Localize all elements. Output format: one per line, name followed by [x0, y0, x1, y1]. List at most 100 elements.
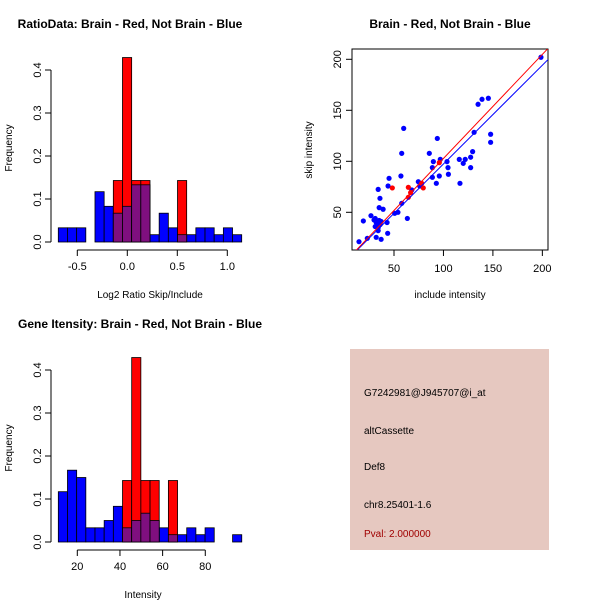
ratio-histogram-bar-not-brain: [167, 227, 178, 243]
ratio-histogram-x-tick-label: 1.0: [220, 261, 235, 273]
scatter-point-not-brain: [399, 150, 405, 156]
intensity-histogram-panel: Gene Itensity: Brain - Red, Not Brain - …: [4, 317, 262, 600]
gene-name: Def8: [364, 462, 386, 473]
scatter-point-not-brain: [360, 218, 366, 224]
scatter-point-not-brain: [445, 171, 451, 177]
scatter-point-not-brain: [471, 129, 477, 135]
scatter-point-not-brain: [426, 150, 432, 156]
ratio-histogram-xlabel: Log2 Ratio Skip/Include: [97, 290, 203, 301]
scatter-xlabel: include intensity: [414, 290, 485, 301]
ratio-histogram-bar-not-brain: [67, 227, 78, 243]
ratio-histogram-x-tick-label: -0.5: [68, 261, 87, 273]
genomic-location: chr8.25401-1.6: [364, 500, 432, 511]
ratio-histogram-bar-not-brain: [76, 227, 87, 243]
intensity-histogram-bar-overlap: [149, 520, 160, 543]
scatter-point-not-brain: [470, 149, 476, 155]
scatter-point-not-brain: [538, 54, 544, 60]
intensity-histogram-y-tick-label: 0.4: [32, 362, 44, 377]
intensity-histogram-bar-brain: [167, 480, 178, 543]
scatter-point-not-brain: [434, 135, 440, 142]
ratio-histogram-bar-not-brain: [195, 227, 206, 243]
ratio-histogram-ylabel: Frequency: [4, 124, 15, 171]
scatter-point-not-brain: [373, 234, 379, 240]
ratio-histogram-y-tick-label: 0.4: [32, 62, 44, 77]
intensity-histogram-y-tick-label: 0.2: [32, 448, 44, 463]
ratio-histogram-title: RatioData: Brain - Red, Not Brain - Blue: [18, 17, 243, 31]
ratio-histogram-bar-not-brain: [186, 234, 197, 243]
scatter-point-not-brain: [436, 173, 442, 179]
ratio-histogram-y-tick-label: 0.2: [32, 148, 44, 163]
scatter-point-not-brain: [457, 180, 463, 186]
intensity-histogram-bar-not-brain: [186, 527, 197, 543]
intensity-histogram-x-tick-label: 40: [114, 561, 126, 573]
scatter-point-not-brain: [475, 101, 481, 107]
ratio-histogram-bar-overlap: [112, 212, 123, 243]
scatter-point-not-brain: [356, 239, 362, 245]
intensity-histogram-bar-overlap: [167, 534, 178, 543]
scatter-point-not-brain: [377, 195, 383, 201]
intensity-histogram-bar-not-brain: [85, 527, 96, 543]
intensity-histogram-bar-not-brain: [57, 491, 68, 543]
scatter-point-not-brain: [485, 95, 491, 101]
scatter-point-not-brain: [468, 154, 474, 160]
intensity-histogram-bar-not-brain: [103, 520, 114, 543]
ratio-histogram-x-tick-label: 0.5: [170, 261, 185, 273]
intensity-histogram-bar-not-brain: [94, 527, 105, 543]
intensity-histogram-x-tick-label: 80: [199, 561, 211, 573]
pval: Pval: 2.000000: [364, 529, 431, 540]
intensity-histogram-bar-not-brain: [232, 534, 243, 543]
intensity-histogram-y-tick-label: 0.0: [32, 534, 44, 549]
scatter-point-not-brain: [468, 165, 474, 171]
fit-line-not-brain: [356, 58, 548, 250]
ratio-histogram-bar-overlap: [122, 205, 133, 243]
scatter-point-not-brain: [368, 213, 374, 219]
scatter-point-not-brain: [479, 96, 485, 102]
ratio-histogram-bar-not-brain: [222, 227, 233, 243]
scatter-point-not-brain: [372, 223, 378, 230]
fit-line-brain: [355, 49, 548, 250]
intensity-histogram-bar-brain: [131, 357, 142, 543]
scatter-point-not-brain: [445, 165, 451, 171]
intensity-histogram-bar-not-brain: [158, 527, 169, 543]
ratio-histogram-x-tick-label: 0.0: [120, 261, 135, 273]
ratio-histogram-bar-brain: [177, 180, 188, 243]
intensity-histogram-bar-not-brain: [67, 469, 78, 543]
scatter-point-not-brain: [462, 156, 468, 162]
scatter-x-tick-label: 50: [388, 263, 400, 275]
ratio-histogram-bar-overlap: [177, 234, 188, 243]
ratio-histogram-panel: RatioData: Brain - Red, Not Brain - Blue…: [4, 17, 243, 301]
scatter-title: Brain - Red, Not Brain - Blue: [369, 17, 531, 31]
scatter-point-not-brain: [401, 125, 407, 131]
scatter-x-tick-label: 200: [533, 263, 551, 275]
scatter-point-brain: [420, 185, 426, 191]
intensity-histogram-bar-not-brain: [177, 534, 188, 543]
scatter-point-not-brain: [433, 180, 439, 186]
scatter-point-not-brain: [456, 156, 462, 162]
intensity-histogram-x-tick-label: 20: [71, 561, 83, 573]
ratio-histogram-bar-not-brain: [103, 205, 114, 243]
scatter-y-tick-label: 100: [332, 152, 344, 170]
intensity-histogram-bar-not-brain: [76, 477, 87, 543]
scatter-point-not-brain: [386, 175, 392, 181]
scatter-point-not-brain: [372, 215, 378, 222]
scatter-panel: Brain - Red, Not Brain - Blue include in…: [304, 17, 552, 301]
intensity-histogram-xlabel: Intensity: [124, 590, 161, 600]
scatter-y-tick-label: 50: [332, 206, 344, 218]
scatter-x-tick-label: 100: [434, 263, 452, 275]
ratio-histogram-bar-not-brain: [149, 234, 160, 243]
scatter-point-not-brain: [375, 186, 381, 192]
scatter-point-not-brain: [376, 205, 382, 211]
scatter-point-not-brain: [378, 236, 384, 242]
scatter-point-brain: [389, 185, 395, 191]
scatter-y-tick-label: 200: [332, 50, 344, 68]
scatter-point-not-brain: [395, 209, 401, 215]
ratio-histogram-bar-not-brain: [158, 212, 169, 243]
scatter-x-tick-label: 150: [484, 263, 502, 275]
ratio-histogram-bar-overlap: [140, 184, 151, 243]
scatter-point-not-brain: [375, 228, 381, 234]
scatter-point-brain: [405, 194, 411, 200]
ratio-histogram-y-tick-label: 0.3: [32, 105, 44, 120]
intensity-histogram-x-tick-label: 60: [156, 561, 168, 573]
event-type: altCassette: [364, 426, 414, 437]
